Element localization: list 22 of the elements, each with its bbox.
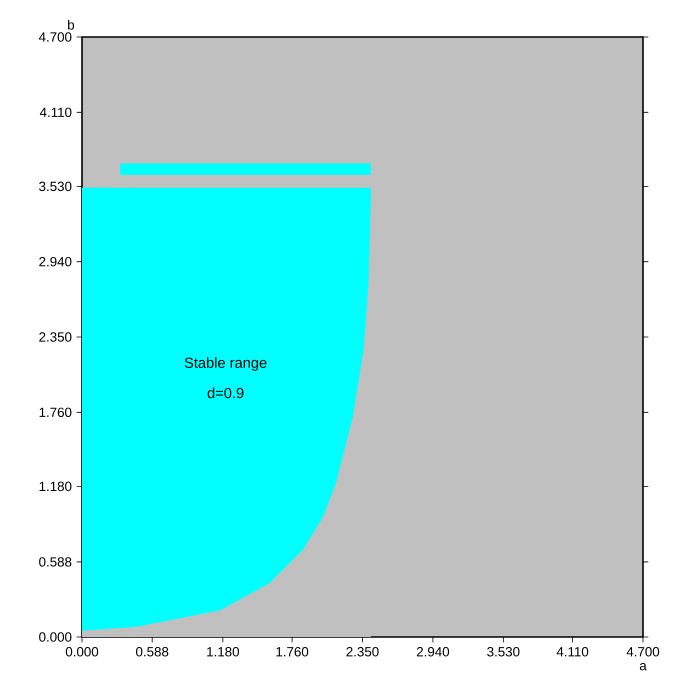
x-tick-label: 4.700 — [626, 647, 660, 656]
y-tick-label: 4.110 — [40, 108, 72, 118]
x-tick-label: 4.110 — [556, 647, 588, 656]
y-tick-label: 1.180 — [40, 482, 72, 492]
x-tick-label: 1.180 — [207, 647, 240, 656]
x-tick-label: 1.760 — [276, 647, 308, 656]
y-tick-label: 2.940 — [39, 256, 72, 266]
y-tick-label: 1.760 — [40, 408, 72, 418]
y-axis-title: b — [68, 20, 74, 30]
x-tick-label: 0.000 — [66, 647, 98, 656]
annotation: d=0.9 — [208, 387, 244, 398]
x-tick-label: 3.530 — [487, 647, 520, 656]
y-tick-label: 0.000 — [39, 632, 72, 642]
annotation: Stable range — [184, 357, 267, 371]
y-tick-label: 2.350 — [39, 332, 72, 342]
x-tick-label: 2.350 — [346, 647, 379, 656]
x-tick-label: 0.588 — [136, 647, 168, 656]
x-axis-title: a — [640, 663, 647, 670]
y-tick-label: 0.588 — [39, 557, 72, 567]
y-tick-label: 4.700 — [38, 32, 72, 42]
x-tick-label: 2.940 — [416, 647, 450, 656]
y-tick-label: 3.530 — [39, 182, 72, 192]
